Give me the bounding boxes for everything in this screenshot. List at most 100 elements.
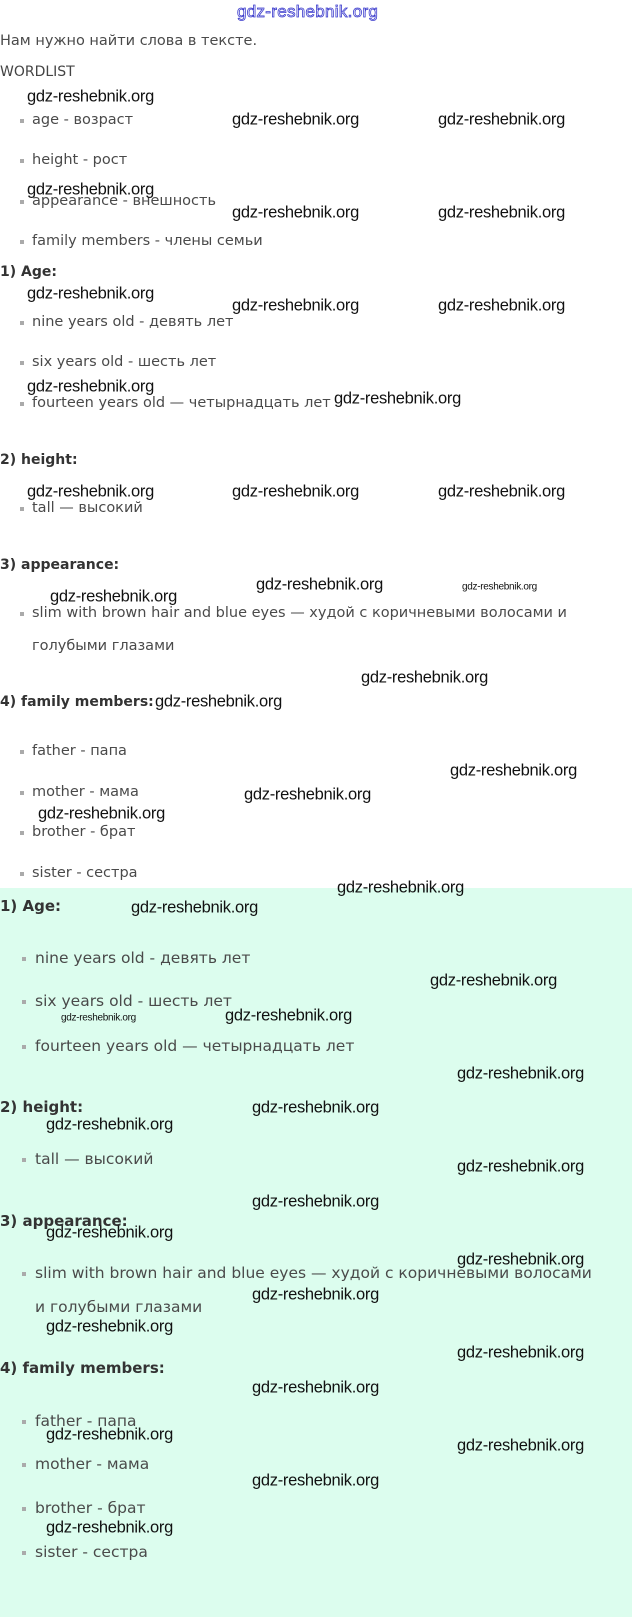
intro-text: Нам нужно найти слова в тексте. — [0, 33, 258, 49]
watermark: gdz-reshebnik.org — [61, 1012, 136, 1024]
watermark: gdz-reshebnik.org — [438, 203, 565, 222]
watermark: gdz-reshebnik.org — [252, 1378, 379, 1397]
watermark: gdz-reshebnik.org — [337, 878, 464, 897]
bullet — [20, 240, 24, 244]
answer-heading-appearance: 3) appearance: — [0, 1212, 128, 1230]
list-item: mother - мама — [32, 784, 139, 800]
bullet — [20, 200, 24, 204]
bullet — [20, 507, 24, 511]
site-watermark-header: gdz-reshebnik.org — [237, 2, 379, 22]
watermark: gdz-reshebnik.org — [46, 1115, 173, 1134]
watermark: gdz-reshebnik.org — [438, 482, 565, 501]
list-item: tall — высокий — [32, 500, 143, 516]
list-item: sister - сестра — [32, 865, 138, 881]
list-item: six years old - шесть лет — [32, 354, 217, 370]
watermark: gdz-reshebnik.org — [27, 180, 154, 199]
watermark: gdz-reshebnik.org — [232, 110, 359, 129]
answer-heading-age: 1) Age: — [0, 897, 62, 915]
watermark: gdz-reshebnik.org — [457, 1436, 584, 1455]
answer-heading-family: 4) family members: — [0, 1359, 165, 1377]
list-item: slim with brown hair and blue eyes — худ… — [32, 605, 567, 621]
watermark: gdz-reshebnik.org — [155, 692, 282, 711]
section-heading-age: 1) Age: — [0, 264, 57, 280]
watermark: gdz-reshebnik.org — [450, 761, 577, 780]
watermark: gdz-reshebnik.org — [131, 898, 258, 917]
bullet — [20, 612, 24, 616]
list-item: brother - брат — [35, 1499, 146, 1517]
watermark: gdz-reshebnik.org — [244, 785, 371, 804]
watermark: gdz-reshebnik.org — [27, 87, 154, 106]
watermark: gdz-reshebnik.org — [46, 1223, 173, 1242]
answer-block — [0, 888, 632, 1617]
bullet — [20, 872, 24, 876]
list-item: appearance - внешность — [32, 193, 217, 209]
list-item: fourteen years old — четырнадцать лет — [35, 1037, 355, 1055]
bullet — [22, 957, 26, 961]
watermark: gdz-reshebnik.org — [252, 1098, 379, 1117]
watermark: gdz-reshebnik.org — [438, 110, 565, 129]
bullet — [20, 750, 24, 754]
bullet — [22, 1045, 26, 1049]
list-item: fourteen years old — четырнадцать лет — [32, 395, 331, 411]
watermark: gdz-reshebnik.org — [457, 1157, 584, 1176]
bullet — [20, 159, 24, 163]
bullet — [22, 1551, 26, 1555]
watermark: gdz-reshebnik.org — [27, 284, 154, 303]
watermark: gdz-reshebnik.org — [334, 389, 461, 408]
watermark: gdz-reshebnik.org — [252, 1192, 379, 1211]
wordlist-title: WORDLIST — [0, 64, 75, 80]
watermark: gdz-reshebnik.org — [27, 377, 154, 396]
list-item: six years old - шесть лет — [35, 992, 232, 1010]
list-item: sister - сестра — [35, 1543, 148, 1561]
list-item: nine years old - девять лет — [35, 949, 251, 967]
list-item: height - рост — [32, 152, 128, 168]
watermark: gdz-reshebnik.org — [27, 482, 154, 501]
watermark: gdz-reshebnik.org — [438, 296, 565, 315]
bullet — [22, 1000, 26, 1004]
watermark: gdz-reshebnik.org — [38, 804, 165, 823]
watermark: gdz-reshebnik.org — [225, 1006, 352, 1025]
watermark: gdz-reshebnik.org — [46, 1317, 173, 1336]
list-item: slim with brown hair and blue eyes — худ… — [35, 1264, 592, 1282]
answer-heading-height: 2) height: — [0, 1098, 84, 1116]
watermark: gdz-reshebnik.org — [457, 1250, 584, 1269]
bullet — [20, 791, 24, 795]
watermark: gdz-reshebnik.org — [462, 581, 537, 593]
bullet — [22, 1272, 26, 1276]
bullet — [20, 321, 24, 325]
list-item: nine years old - девять лет — [32, 314, 234, 330]
watermark: gdz-reshebnik.org — [232, 203, 359, 222]
list-item: father - папа — [32, 743, 127, 759]
watermark: gdz-reshebnik.org — [252, 1285, 379, 1304]
watermark: gdz-reshebnik.org — [46, 1518, 173, 1537]
watermark: gdz-reshebnik.org — [232, 296, 359, 315]
bullet — [22, 1463, 26, 1467]
bullet — [22, 1420, 26, 1424]
watermark: gdz-reshebnik.org — [50, 587, 177, 606]
watermark: gdz-reshebnik.org — [457, 1064, 584, 1083]
watermark: gdz-reshebnik.org — [46, 1425, 173, 1444]
watermark: gdz-reshebnik.org — [457, 1343, 584, 1362]
bullet — [20, 361, 24, 365]
list-item-continuation: и голубыми глазами — [35, 1298, 203, 1316]
bullet — [22, 1158, 26, 1162]
watermark: gdz-reshebnik.org — [232, 482, 359, 501]
section-heading-appearance: 3) appearance: — [0, 557, 120, 573]
list-item: mother - мама — [35, 1455, 150, 1473]
list-item: tall — высокий — [35, 1150, 154, 1168]
watermark: gdz-reshebnik.org — [256, 575, 383, 594]
list-item: father - папа — [35, 1412, 137, 1430]
watermark: gdz-reshebnik.org — [430, 971, 557, 990]
bullet — [20, 402, 24, 406]
section-heading-height: 2) height: — [0, 452, 78, 468]
bullet — [20, 831, 24, 835]
watermark: gdz-reshebnik.org — [361, 668, 488, 687]
section-heading-family: 4) family members: — [0, 694, 154, 710]
list-item: age - возраст — [32, 112, 134, 128]
list-item-continuation: голубыми глазами — [32, 638, 175, 654]
list-item: brother - брат — [32, 824, 136, 840]
bullet — [22, 1507, 26, 1511]
list-item: family members - члены семьи — [32, 233, 263, 249]
watermark: gdz-reshebnik.org — [252, 1471, 379, 1490]
bullet — [20, 119, 24, 123]
